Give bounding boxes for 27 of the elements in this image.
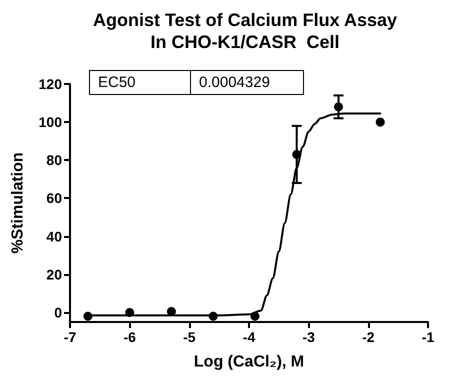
point (208, 312, 218, 321)
y-axis-title: %Stimulation (10, 152, 26, 254)
point (334, 102, 343, 112)
annotation: EC50 (89, 70, 191, 95)
y-tick-label: 120 (38, 76, 62, 92)
annotation: 0.0004329 (191, 70, 304, 95)
x-tick-label: -7 (64, 329, 76, 345)
y-tick-label: 20 (46, 266, 62, 282)
point (376, 118, 385, 127)
point (250, 312, 260, 321)
x-tick-label: -1 (422, 329, 434, 345)
x-tick-label: -4 (242, 329, 256, 345)
x-tick-label: -6 (123, 329, 136, 345)
ec50-table: EC50 0.0004329 (89, 70, 304, 95)
y-tick-label: 40 (46, 228, 62, 244)
x-tick-label: -2 (362, 329, 375, 345)
y-tick-label: 60 (46, 190, 62, 206)
y-tick-label: 80 (46, 152, 62, 168)
x-axis-title: Log (CaCl₂), M (194, 354, 304, 370)
point (125, 308, 134, 317)
point (83, 312, 92, 321)
x-tick-label: -3 (302, 329, 316, 345)
point (292, 150, 302, 159)
x-tick-label: -5 (183, 329, 196, 345)
y-tick-label: 0 (54, 304, 62, 320)
y-tick-label: 100 (38, 114, 62, 130)
chart-title: Agonist Test of Calcium Flux Assay In CHO-K1/CASR Cell (92, 10, 398, 52)
